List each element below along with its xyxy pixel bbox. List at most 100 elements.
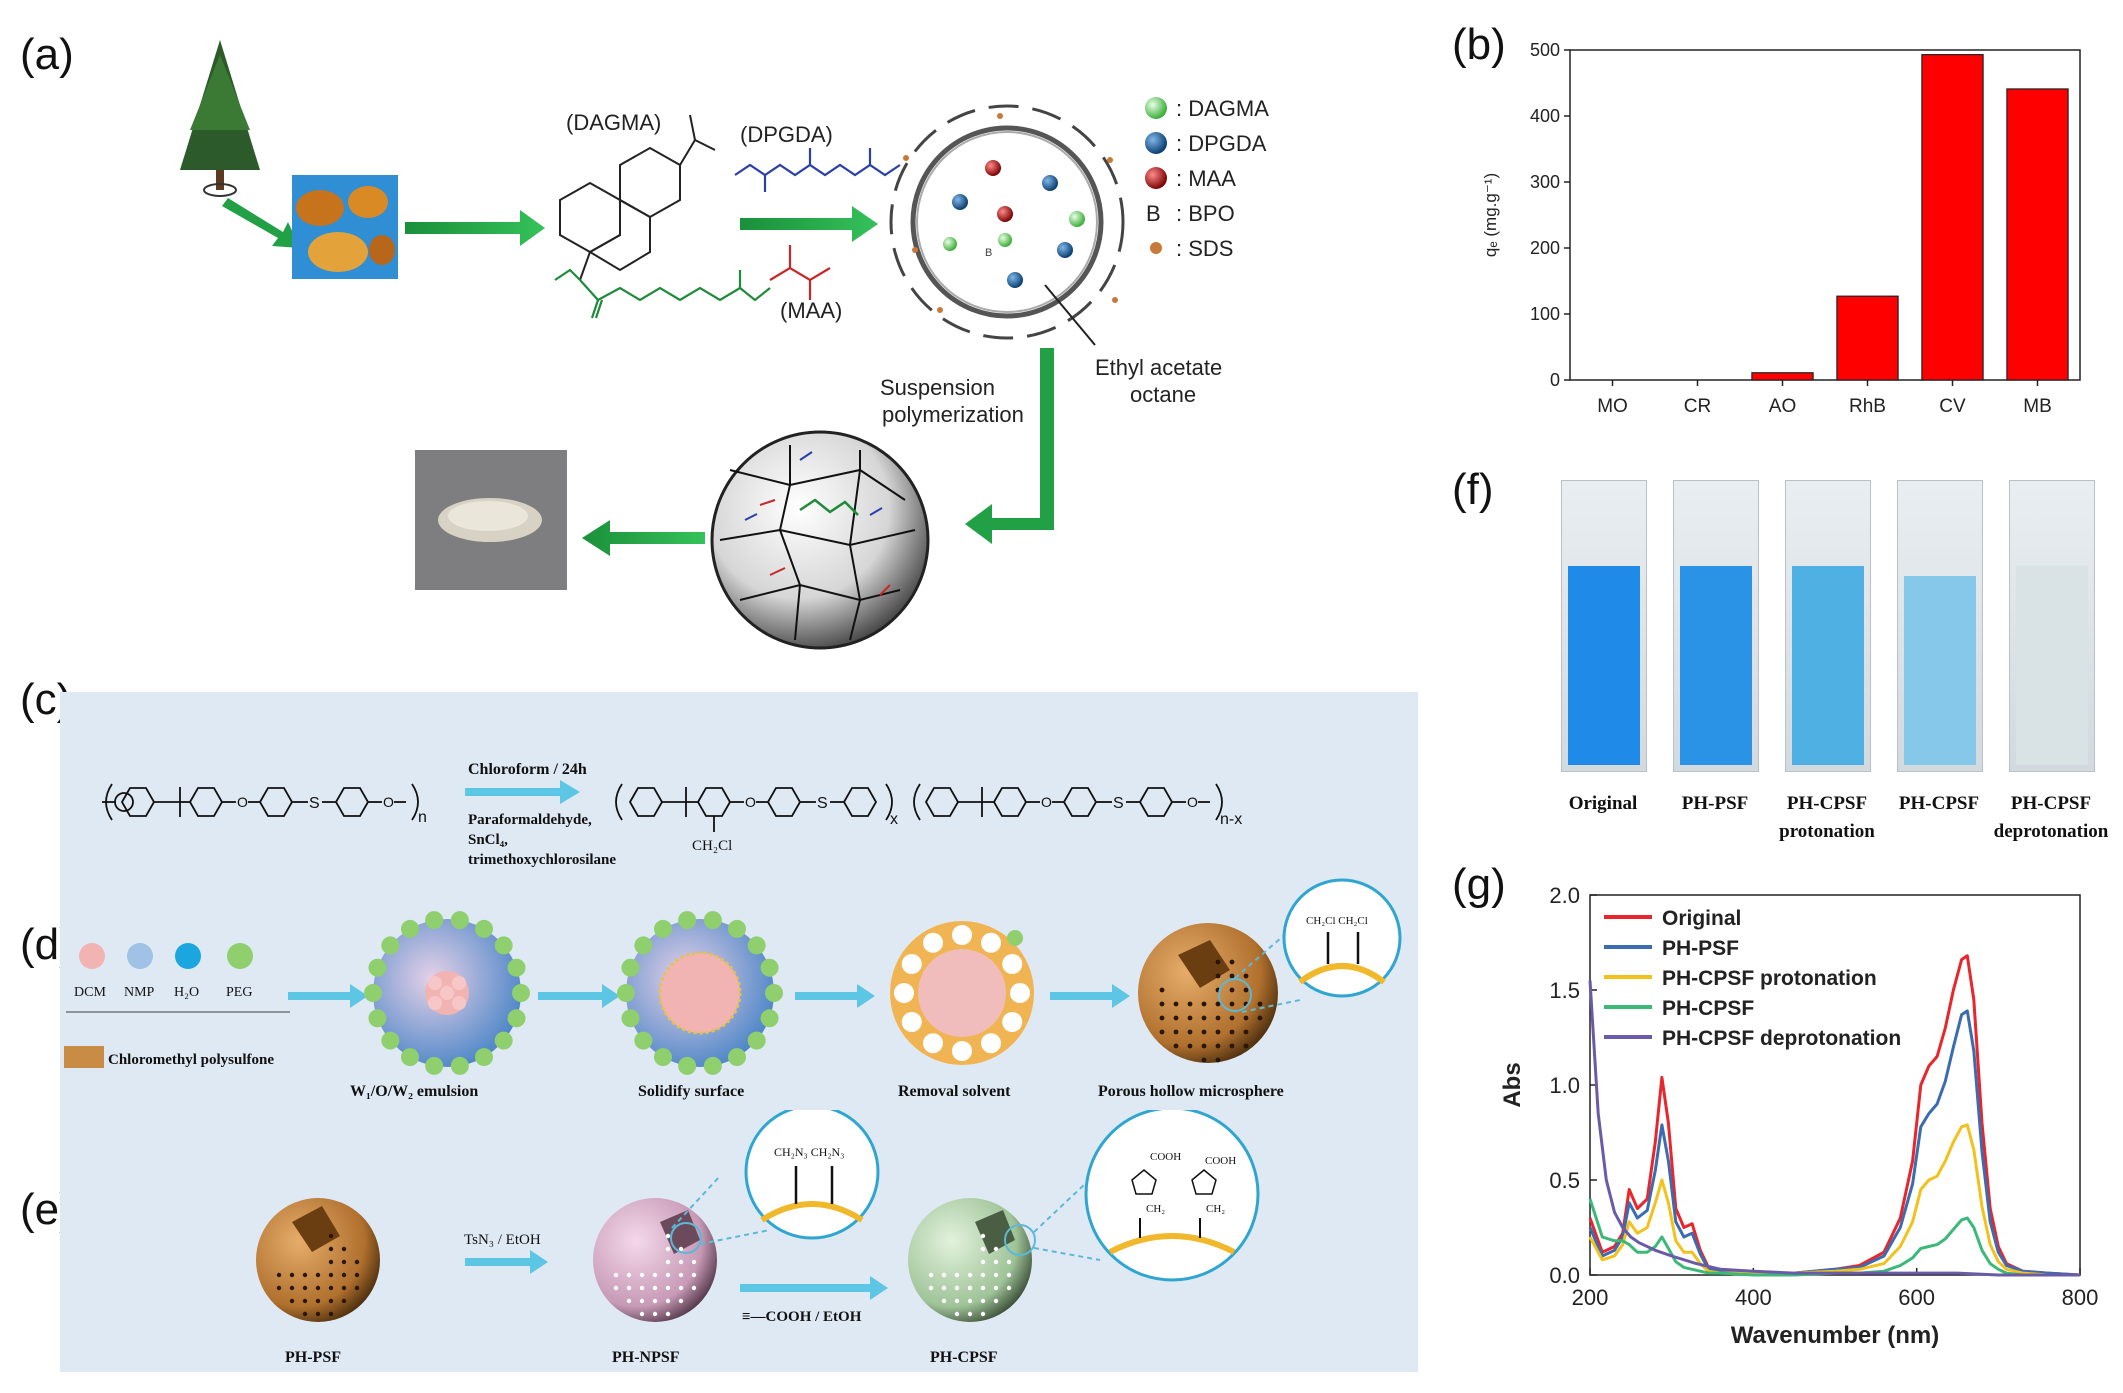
peg-bead [678,911,697,930]
removal-solvent-sphere [890,921,1034,1065]
maa-structure [769,245,831,300]
x-tick-label: 400 [1735,1285,1772,1310]
peg-bead [475,919,493,938]
pore [613,1285,619,1291]
reaction-e-2-label: ≡—COOH / EtOH [742,1309,862,1325]
cuvette-label: PH-PSF [1651,790,1779,818]
cmpsf-oxygen-2: O [1041,794,1052,810]
y-tick-label: 0.0 [1549,1263,1580,1288]
peg-bead [381,1031,400,1050]
peg-bead [450,1056,469,1075]
y-axis-label: Abs [1499,1062,1526,1107]
panel-d-process: DCM NMP H₂O PEG Chloromethyl polysulfone… [64,878,1402,1100]
cuvette-label: PH-CPSF protonation [1763,790,1891,846]
dpgda-label: (DPGDA) [740,122,833,147]
zoom-e1-source-circle [670,1222,702,1254]
ph-psf-sphere [256,1198,380,1322]
ethyl-label-2: octane [1130,382,1196,407]
pore [691,1259,697,1265]
psf-oxygen-1: O [237,794,248,810]
pore [954,1285,960,1291]
x-tick-label: MB [2023,396,2052,417]
ethyl-label-1: Ethyl acetate [1095,355,1222,380]
arrow-chloromethylation [465,780,580,804]
peg-bead [654,1048,672,1067]
pore [289,1285,295,1291]
pore [652,1285,658,1291]
pore [894,983,914,1003]
zoom-e1-label: CH₂N₃ CH₂N₃ [774,1145,844,1159]
pore [639,1272,645,1278]
pore [276,1272,282,1278]
pore [981,932,1001,953]
zoom-e2-cooh-1: COOH [1150,1151,1181,1163]
pore [1243,1043,1249,1049]
cmpsf-sulfur-1: S [817,795,828,812]
x-tick-label: CV [1939,396,1966,417]
pore [665,1298,671,1304]
product-beads-photo [415,450,567,590]
y-tick-label: 0.5 [1549,1168,1580,1193]
ph-cpsf-label: PH-CPSF [930,1349,998,1366]
legend-dagma-text: : DAGMA [1176,96,1269,121]
ph-npsf-sphere [593,1198,717,1322]
pore [1243,1029,1249,1035]
pore [626,1298,632,1304]
panel-label-f: (f) [1452,465,1494,514]
reaction-c-reagent-2: SnCl₄, [468,832,508,848]
peg-bead [634,936,653,955]
rosin-photo [292,175,398,279]
psf-repeat-unit [105,783,419,821]
pore [1243,1015,1249,1021]
reagent-dcm-label: DCM [74,985,106,1000]
cuvette-photo-panel: Original PH-PSF PH-CPSF protonation PH-CPSF P… [1555,475,2115,860]
ph-npsf-pores [613,1233,697,1317]
cuvette-label-row: Original PH-PSF PH-CPSF protonation PH-CPSF P… [1555,790,2115,860]
legend-sds-text: : SDS [1176,236,1233,261]
pore [1243,987,1249,993]
legend-sds-dot [1150,242,1162,254]
panel-label-b: (b) [1452,20,1506,69]
pore [302,1311,308,1317]
pore [341,1285,347,1291]
pore [328,1233,334,1239]
peg-bead [364,984,382,1002]
pore [328,1298,334,1304]
chloromethyl-psf-swatch [64,1046,104,1068]
pore [302,1298,308,1304]
pore [1215,1029,1221,1035]
pore [354,1285,360,1291]
cmpsf-subscript-nx: n-x [1220,811,1242,828]
zoom-d-source-circle [1218,978,1252,1012]
chloromethyl-psf-label: Chloromethyl polysulfone [108,1052,274,1068]
maa-label: (MAA) [780,298,842,323]
zoom-e2-cooh-2: COOH [1205,1155,1236,1167]
zoom-e2-ch2-1: CH₂ [1146,1203,1165,1215]
panel-label-g: (g) [1452,860,1506,909]
peg-bead [760,1009,779,1028]
pore [652,1311,658,1317]
microsphere-pores [1159,959,1263,1063]
monomer-droplet: B [889,104,1125,340]
cmpsf-ch2cl-group: CH₂Cl [692,838,732,854]
cuvette-label-line-2: deprotonation [1993,821,2109,842]
peg-bead [678,1056,697,1075]
droplet-bpo-mark: B [985,247,992,259]
cmpsf-subscript-x: x [890,811,898,828]
reagent-dcm-dot [79,943,105,969]
pore [341,1298,347,1304]
pore [1201,1029,1207,1035]
pore [967,1272,973,1278]
x-tick-label: CR [1684,396,1711,417]
reaction-c-reagent-1: Paraformaldehyde, [468,812,592,828]
pore [1159,1029,1165,1035]
pore [1257,1015,1263,1021]
pore [1229,1001,1235,1007]
pore [1002,1012,1023,1032]
peg-bead [747,1031,766,1050]
y-tick-label: 200 [1530,238,1560,258]
series-line-2 [1588,1123,2080,1277]
cuvette [1561,480,1647,772]
cuvette-label: Original [1539,790,1667,818]
